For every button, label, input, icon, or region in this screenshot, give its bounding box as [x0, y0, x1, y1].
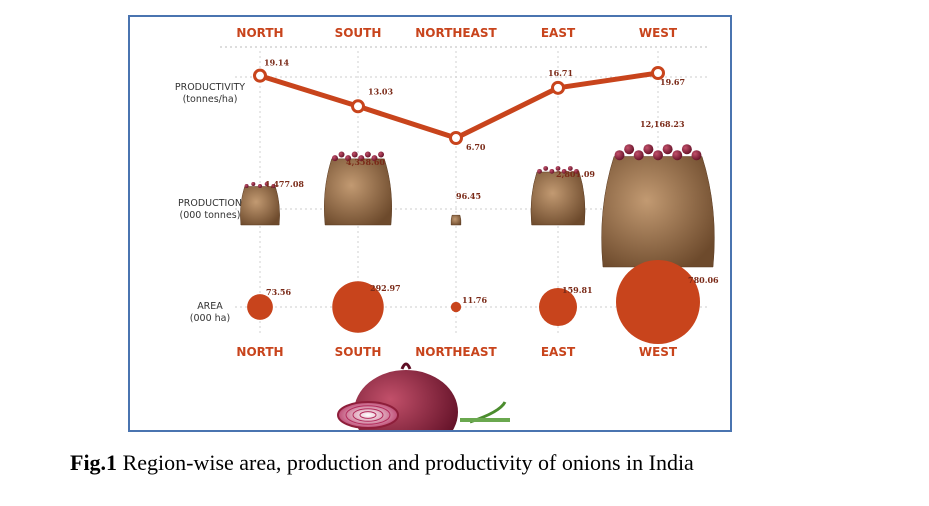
production-sack-onion — [549, 168, 555, 174]
production-sack-onion — [264, 181, 269, 186]
productivity-point — [551, 80, 565, 95]
production-sack-onion — [358, 155, 365, 162]
production-sack-onion — [537, 168, 542, 174]
production-sack-onion — [633, 150, 644, 161]
area-bubble — [538, 287, 578, 327]
production-sack-onion — [331, 155, 338, 162]
production-sack-onion — [271, 184, 276, 189]
productivity-series-line — [259, 70, 659, 141]
area-bubble — [247, 294, 273, 320]
area-value-label: 73.56 — [266, 287, 291, 297]
figure-caption: Fig.1 Region-wise area, production and p… — [70, 450, 694, 476]
production-sack — [601, 144, 715, 268]
production-sack-body — [324, 158, 392, 226]
production-sack-onion — [614, 150, 625, 161]
production-row-label: PRODUCTION — [178, 198, 242, 209]
production-sack-onion — [691, 150, 702, 161]
production-sack-onion — [378, 151, 385, 158]
caption-text: Region-wise area, production and product… — [117, 450, 694, 475]
productivity-point — [351, 99, 365, 114]
area-row-label: AREA — [197, 301, 223, 312]
productivity-value-label: 19.14 — [264, 58, 289, 68]
productivity-value-label: 6.70 — [466, 142, 486, 152]
area-value-label: 780.06 — [688, 275, 719, 285]
region-header-top: SOUTH — [335, 26, 382, 40]
production-sack — [530, 166, 586, 226]
production-sack-onion — [345, 155, 352, 162]
productivity-point — [449, 131, 463, 145]
productivity-value-label: 19.67 — [660, 77, 685, 87]
production-sack-onion — [681, 144, 692, 155]
area-value-label: 159.81 — [562, 285, 593, 295]
production-sack — [450, 214, 462, 226]
production-sack-onion — [653, 150, 663, 161]
production-value-label: 2,801.09 — [556, 169, 595, 179]
productivity-point — [651, 66, 665, 80]
production-sack-onion — [364, 151, 371, 158]
area-bubble — [450, 301, 462, 313]
production-sack-onion — [258, 184, 262, 189]
production-sack-onion — [543, 166, 549, 171]
slice-ring — [345, 405, 391, 425]
productivity-row-label: PRODUCTIVITY — [175, 82, 245, 93]
production-sack-onion — [561, 168, 567, 174]
production-sack-onion — [371, 155, 378, 162]
production-sack-onion — [555, 166, 561, 171]
production-sack-body — [601, 156, 715, 268]
onion-infographic-svg: NORTH NORTH SOUTH SOUTH NORTHEAST NORTHEAST EA… — [175, 26, 719, 430]
productivity-row-unit: (tonnes/ha) — [183, 94, 238, 105]
production-row-unit: (000 tonnes) — [180, 210, 241, 221]
region-header-bottom: NORTHEAST — [415, 345, 497, 359]
productivity-value-label: 13.03 — [368, 86, 393, 96]
infographic-frame: NORTH NORTH SOUTH SOUTH NORTHEAST NORTHEAST EA… — [128, 15, 732, 432]
production-sack-onion — [574, 168, 579, 174]
production-sack-onion — [251, 181, 256, 186]
production-sack-onion — [567, 166, 573, 171]
production-sack-onion — [643, 144, 654, 155]
production-value-label: 12,168.23 — [640, 119, 685, 129]
productivity-point — [253, 68, 267, 83]
production-value-label: 96.45 — [456, 191, 481, 201]
production-value-label: 4,358.60 — [346, 157, 385, 167]
region-header-top: EAST — [541, 26, 576, 40]
production-sack-body — [450, 214, 462, 226]
slice-ring — [359, 411, 377, 419]
region-header-bottom: NORTH — [236, 345, 283, 359]
region-header-top: NORTHEAST — [415, 26, 497, 40]
production-value-label: 1,477.08 — [265, 179, 304, 189]
production-sack-onion — [351, 151, 358, 158]
region-header-bottom: SOUTH — [335, 345, 382, 359]
production-sack-onion — [624, 144, 635, 155]
production-sack-body — [530, 171, 586, 226]
production-sack-onion — [662, 144, 673, 155]
production-sack-onion — [244, 184, 249, 189]
slice-ring — [352, 408, 384, 422]
region-header-bottom: WEST — [639, 345, 678, 359]
productivity-value-label: 16.71 — [548, 68, 573, 78]
figure-number: Fig.1 — [70, 450, 118, 475]
area-bubble — [616, 260, 700, 344]
region-header-top: NORTH — [236, 26, 283, 40]
area-bubble — [332, 281, 384, 333]
production-sack — [240, 181, 280, 226]
onion-tip — [400, 362, 412, 370]
region-header-top: WEST — [639, 26, 678, 40]
region-header-bottom: EAST — [541, 345, 576, 359]
production-sack-onion — [338, 151, 345, 158]
area-row-unit: (000 ha) — [190, 313, 230, 324]
production-sack — [324, 151, 392, 226]
production-sack-onion — [672, 150, 683, 161]
area-value-label: 292.97 — [370, 283, 401, 293]
production-sack-body — [240, 186, 280, 226]
onion-illustration — [337, 362, 510, 430]
area-value-label: 11.76 — [462, 295, 487, 305]
